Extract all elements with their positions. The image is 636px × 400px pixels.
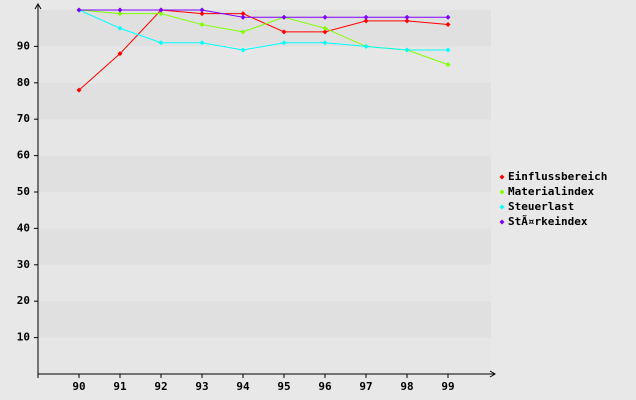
x-tick-label: 91 [113,380,127,393]
point [445,62,451,68]
grid-band [38,46,491,83]
point [240,11,246,17]
point [240,47,246,53]
point [199,22,205,28]
point [117,51,123,57]
point [240,29,246,35]
x-tick-label: 94 [236,380,250,393]
grid-band [38,82,491,120]
x-arrow [489,370,496,378]
series-line [78,9,449,91]
y-arrow [34,3,42,10]
y-tick-label: 60 [17,149,30,162]
point [199,11,205,17]
point [322,25,328,31]
point [281,14,287,20]
point [404,14,410,20]
point [363,14,369,20]
grid-band [38,228,491,265]
legend-marker [499,219,505,225]
y-tick-label: 10 [17,331,30,344]
legend-marker [499,174,505,180]
grid-band [38,337,491,374]
point [281,40,287,46]
y-tick-label: 50 [17,185,30,198]
x-tick-label: 92 [154,380,167,393]
point [404,18,410,24]
point [117,7,123,13]
legend-label: Steuerlast [508,200,574,213]
series-line [78,9,448,51]
grid-band [38,10,491,47]
grid-band [38,192,491,229]
point [158,40,164,46]
y-tick-label: 40 [17,221,30,234]
y-tick-label: 20 [17,294,30,307]
point [76,7,82,13]
y-tick-label: 30 [17,258,30,271]
x-tick-label: 90 [72,380,85,393]
legend-label: Materialindex [508,185,594,198]
y-tick-label: 90 [17,39,30,52]
point [445,22,451,28]
point [445,14,451,20]
grid-band [38,119,491,156]
point [158,11,164,17]
point [199,7,205,13]
point [363,18,369,24]
point [322,14,328,20]
series-line [79,9,448,18]
y-tick-label: 70 [17,112,30,125]
x-tick-label: 97 [359,380,372,393]
point [281,29,287,35]
point [76,87,82,93]
legend-label: StÃ¤rkeindex [508,215,588,228]
legend-label: Einflussbereich [508,170,607,183]
point [404,47,410,53]
point [199,40,205,46]
point [322,40,328,46]
point [158,7,164,13]
point [363,43,369,49]
grid-band [38,155,491,192]
x-tick-label: 93 [195,380,208,393]
point [117,11,123,17]
grid-band [38,264,491,302]
point [117,25,123,31]
grid-band [38,301,491,338]
x-tick-label: 98 [400,380,413,393]
x-tick-label: 99 [441,380,454,393]
x-tick-label: 95 [277,380,290,393]
x-tick-label: 96 [318,380,332,393]
point [240,14,246,20]
point [445,47,451,53]
point [322,29,328,35]
y-tick-label: 80 [17,76,30,89]
legend-marker [499,204,505,210]
legend-marker [499,189,505,195]
